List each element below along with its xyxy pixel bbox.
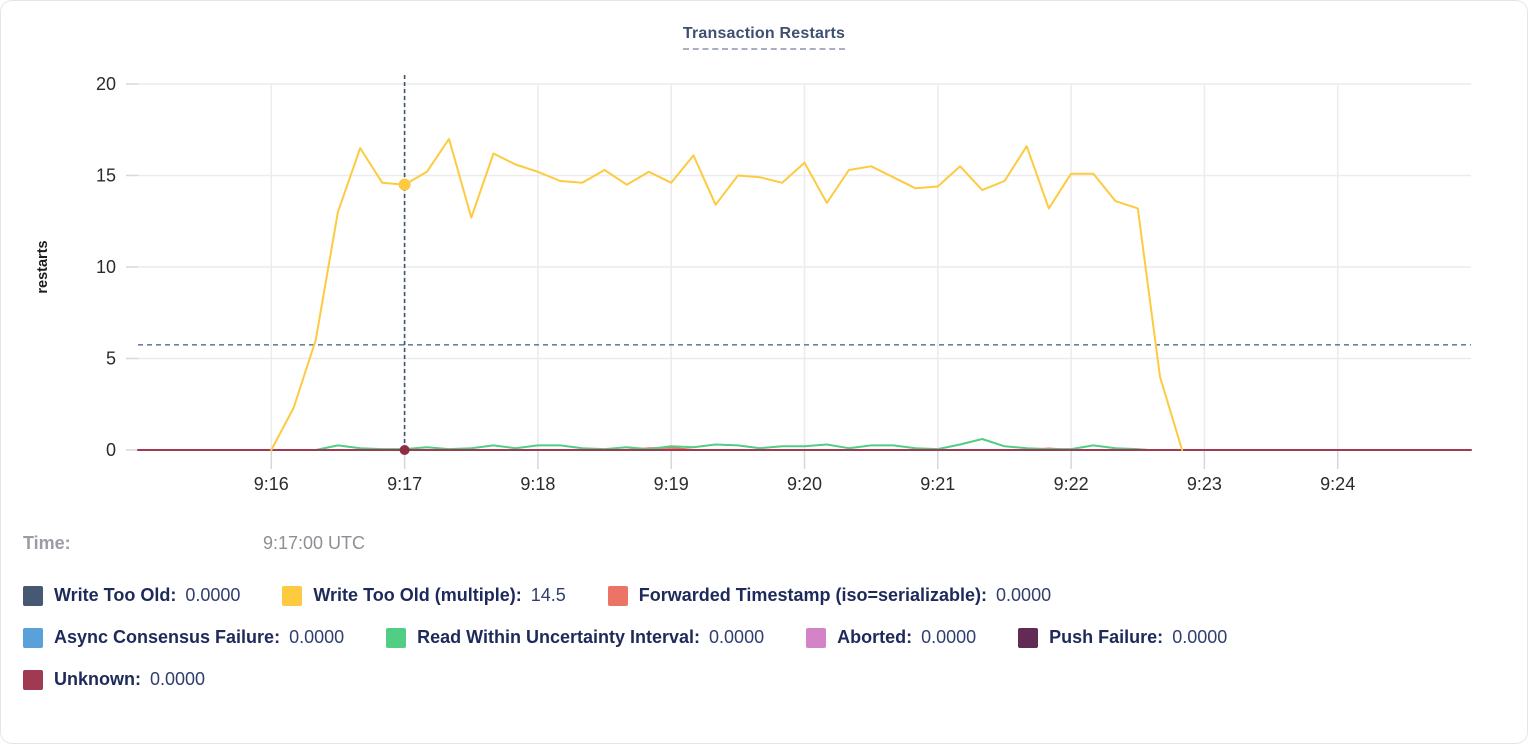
legend-series-value: 0.0000 <box>1172 627 1228 647</box>
time-row: Time: 9:17:00 UTC <box>1 533 1527 559</box>
hover-point <box>399 445 410 455</box>
time-label: Time: <box>23 533 71 553</box>
legend-item[interactable]: Write Too Old: 0.0000 <box>23 585 240 606</box>
chart-title[interactable]: Transaction Restarts <box>682 25 846 50</box>
line-chart[interactable]: 0 5 10 15 20 9:16 9:17 9:18 9:19 9:20 9:21 9:22 9:23… <box>1 1 1528 506</box>
legend-series-name: Aborted: <box>837 627 913 647</box>
legend-item[interactable]: Aborted: 0.0000 <box>806 627 976 648</box>
legend-row: Write Too Old: 0.0000 Write Too Old (multi… <box>1 585 1527 606</box>
legend-swatch <box>386 627 407 648</box>
legend-series-value: 14.5 <box>530 585 566 605</box>
legend-item[interactable]: Async Consensus Failure: 0.0000 <box>23 627 344 648</box>
x-tick-label: 9:23 <box>1187 474 1222 494</box>
legend-swatch <box>282 585 303 606</box>
legend-series-name: Read Within Uncertainty Interval: <box>417 627 701 647</box>
legend-series-value: 0.0000 <box>289 627 345 647</box>
y-tick-label: 5 <box>106 349 116 369</box>
legend-swatch <box>23 669 43 690</box>
legend-swatch <box>806 627 827 648</box>
time-value: 9:17:00 UTC <box>263 533 366 553</box>
chart-title-wrap: Transaction Restarts <box>1 25 1527 50</box>
legend-series-name: Write Too Old (multiple): <box>313 585 522 605</box>
x-tick-label: 9:16 <box>254 474 289 494</box>
legend-series-name: Async Consensus Failure: <box>54 627 281 647</box>
series-line <box>270 137 1184 451</box>
legend-item[interactable]: Forwarded Timestamp (iso=serializable): 0… <box>607 585 1052 606</box>
y-tick-label: 20 <box>96 74 116 94</box>
series-line <box>314 438 1150 451</box>
y-tick-label: 10 <box>96 257 116 277</box>
hover-point <box>398 178 411 191</box>
x-tick-label: 9:17 <box>387 474 422 494</box>
legend-series-name: Write Too Old: <box>54 585 177 605</box>
legend-row: Async Consensus Failure: 0.0000 Read Withi… <box>1 627 1527 648</box>
legend-swatch <box>23 585 43 606</box>
legend-swatch <box>23 627 43 648</box>
y-axis-label: restarts <box>35 240 51 293</box>
legend-row: Unknown: 0.0000 <box>1 669 1527 690</box>
x-tick-label: 9:24 <box>1320 474 1355 494</box>
legend-item[interactable]: Push Failure: 0.0000 <box>1018 627 1227 648</box>
legend-series-value: 0.0000 <box>921 627 977 647</box>
legend-item[interactable]: Write Too Old (multiple): 14.5 <box>282 585 566 606</box>
legend-item[interactable]: Read Within Uncertainty Interval: 0.0000 <box>386 627 764 648</box>
legend-series-value: 0.0000 <box>185 585 241 605</box>
x-tick-label: 9:21 <box>920 474 955 494</box>
legend-swatch <box>1018 627 1039 648</box>
x-tick-label: 9:19 <box>654 474 689 494</box>
x-tick-label: 9:22 <box>1054 474 1089 494</box>
y-tick-label: 0 <box>106 440 116 460</box>
x-tick-label: 9:18 <box>520 474 555 494</box>
hover-tooltip: Time: 9:17:00 UTC Write Too Old: 0.0000 Wr… <box>1 533 1527 711</box>
legend-series-name: Unknown: <box>54 669 141 689</box>
legend-series-value: 0.0000 <box>150 669 206 689</box>
y-tick-label: 15 <box>96 166 116 186</box>
legend-series-name: Forwarded Timestamp (iso=serializable): <box>638 585 988 605</box>
legend-series-name: Push Failure: <box>1049 627 1164 647</box>
legend-item[interactable]: Unknown: 0.0000 <box>23 669 205 690</box>
legend-series-value: 0.0000 <box>709 627 765 647</box>
x-tick-label: 9:20 <box>787 474 822 494</box>
legend-series-value: 0.0000 <box>996 585 1052 605</box>
legend: Write Too Old: 0.0000 Write Too Old (multi… <box>1 585 1527 690</box>
legend-swatch <box>607 585 628 606</box>
